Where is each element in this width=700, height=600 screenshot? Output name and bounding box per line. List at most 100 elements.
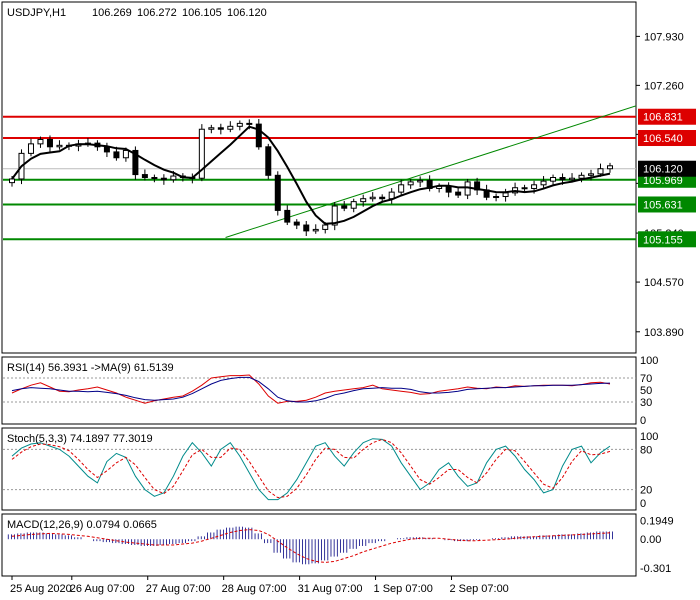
level-tag	[638, 130, 696, 147]
rsi-axis-label: 100	[640, 355, 658, 367]
macd-signal-line	[11, 529, 611, 563]
macd-title: MACD(12,26,9) 0.0794 0.0665	[7, 519, 157, 531]
macd-axis-label: 0.1949	[640, 515, 674, 527]
stoch-k-line	[11, 438, 611, 501]
candle-body	[198, 128, 205, 179]
candle-body	[322, 224, 329, 230]
time-axis-label: 28 Aug 07:00	[222, 583, 287, 595]
candle-body	[122, 149, 129, 159]
candle-body	[521, 187, 528, 190]
candle-body	[445, 185, 452, 193]
candle-body	[217, 127, 224, 130]
candle-body	[531, 184, 538, 189]
rsi-axis-label: 0	[640, 415, 646, 427]
rsi-ma-line	[11, 376, 611, 403]
candle-body	[455, 191, 462, 196]
candle-body	[151, 177, 158, 179]
ohlc-close: 106.120	[227, 7, 267, 19]
candle-body	[9, 178, 15, 184]
candle-body	[607, 165, 613, 170]
candle-body	[502, 192, 509, 198]
rsi-pane[interactable]: RSI(14) 56.3931 ->MA(9) 61.5139	[1, 356, 637, 425]
candle-body	[550, 177, 557, 182]
time-axis-label: 25 Aug 2020	[10, 583, 72, 595]
candle-body	[37, 138, 44, 145]
ohlc-open: 106.269	[92, 7, 132, 19]
price-axis-label: 104.570	[644, 277, 684, 289]
trendline[interactable]	[225, 105, 637, 238]
candle-body	[312, 228, 319, 232]
candle-body	[493, 196, 500, 199]
candle-body	[236, 122, 243, 127]
price-axis[interactable]: 107.930107.260106.590105.920105.240104.5…	[636, 31, 696, 339]
price-axis-label: 107.260	[644, 80, 684, 92]
candle-body	[141, 174, 148, 178]
candle-body	[398, 184, 405, 193]
candle-body	[56, 144, 63, 148]
price-pane-frame	[1, 1, 637, 354]
moving-average-line	[11, 125, 611, 225]
candle-body	[132, 149, 139, 176]
stoch-axis-label: 80	[640, 444, 652, 456]
candle-body	[170, 175, 177, 181]
candle-body	[255, 123, 262, 148]
candle-body	[284, 209, 291, 223]
candles	[9, 119, 613, 236]
rsi-axis-label: 50	[640, 385, 652, 397]
symbol-label: USDJPY,H1	[7, 7, 66, 19]
level-label: 105.155	[643, 234, 683, 246]
candle-body	[27, 143, 34, 154]
level-tag	[638, 196, 696, 213]
rsi-lines	[3, 374, 636, 404]
stoch-axis-label: 0	[640, 498, 646, 510]
rsi-axis-label: 70	[640, 373, 652, 385]
time-axis-label: 26 Aug 07:00	[70, 583, 135, 595]
macd-axis-label: 0.00	[640, 534, 661, 546]
last-price-tag	[638, 160, 696, 177]
candle-body	[208, 127, 215, 130]
macd-axis-label: -0.301	[640, 563, 671, 575]
candle-body	[274, 174, 281, 211]
stoch-d-line	[11, 438, 611, 499]
candle-body	[227, 125, 234, 130]
level-label: 105.969	[643, 175, 683, 187]
candle-body	[597, 168, 604, 175]
candle-body	[379, 196, 386, 200]
candle-body	[540, 180, 547, 186]
macd-histogram	[7, 526, 613, 565]
ohlc-high: 106.272	[137, 7, 177, 19]
candle-body	[360, 198, 367, 203]
candle-body	[417, 179, 424, 183]
candle-body	[293, 221, 300, 226]
candle-body	[160, 177, 167, 181]
ohlc-low: 106.105	[182, 7, 222, 19]
stoch-pane[interactable]: Stoch(5,3,3) 74.1897 77.3019	[1, 427, 637, 511]
last-price-label: 106.120	[643, 164, 683, 176]
macd-pane[interactable]: MACD(12,26,9) 0.0794 0.0665	[1, 513, 637, 577]
candle-body	[559, 177, 566, 181]
price-axis-label: 103.890	[644, 327, 684, 339]
horizontal-levels	[3, 115, 636, 241]
candle-body	[246, 122, 253, 125]
rsi-title: RSI(14) 56.3931 ->MA(9) 61.5139	[7, 362, 174, 374]
stoch-lines	[3, 438, 636, 501]
stoch-axis-label: 20	[640, 485, 652, 497]
candle-body	[341, 205, 348, 209]
time-axis-label: 31 Aug 07:00	[298, 583, 363, 595]
candle-body	[369, 196, 376, 200]
candle-body	[113, 151, 120, 159]
candle-body	[331, 205, 338, 226]
candle-body	[569, 177, 576, 181]
stoch-axis-label: 100	[640, 431, 658, 443]
candle-body	[303, 224, 310, 232]
macd-pane-frame	[1, 513, 637, 577]
candle-body	[407, 181, 414, 186]
time-axis-label: 27 Aug 07:00	[146, 583, 211, 595]
price-pane[interactable]: USDJPY,H1 106.269 106.272 106.105 106.12…	[1, 1, 637, 354]
rsi-axis-label: 30	[640, 397, 652, 409]
time-axis-label: 2 Sep 07:00	[449, 583, 508, 595]
rsi-pane-frame	[1, 356, 637, 425]
level-tag	[638, 231, 696, 248]
